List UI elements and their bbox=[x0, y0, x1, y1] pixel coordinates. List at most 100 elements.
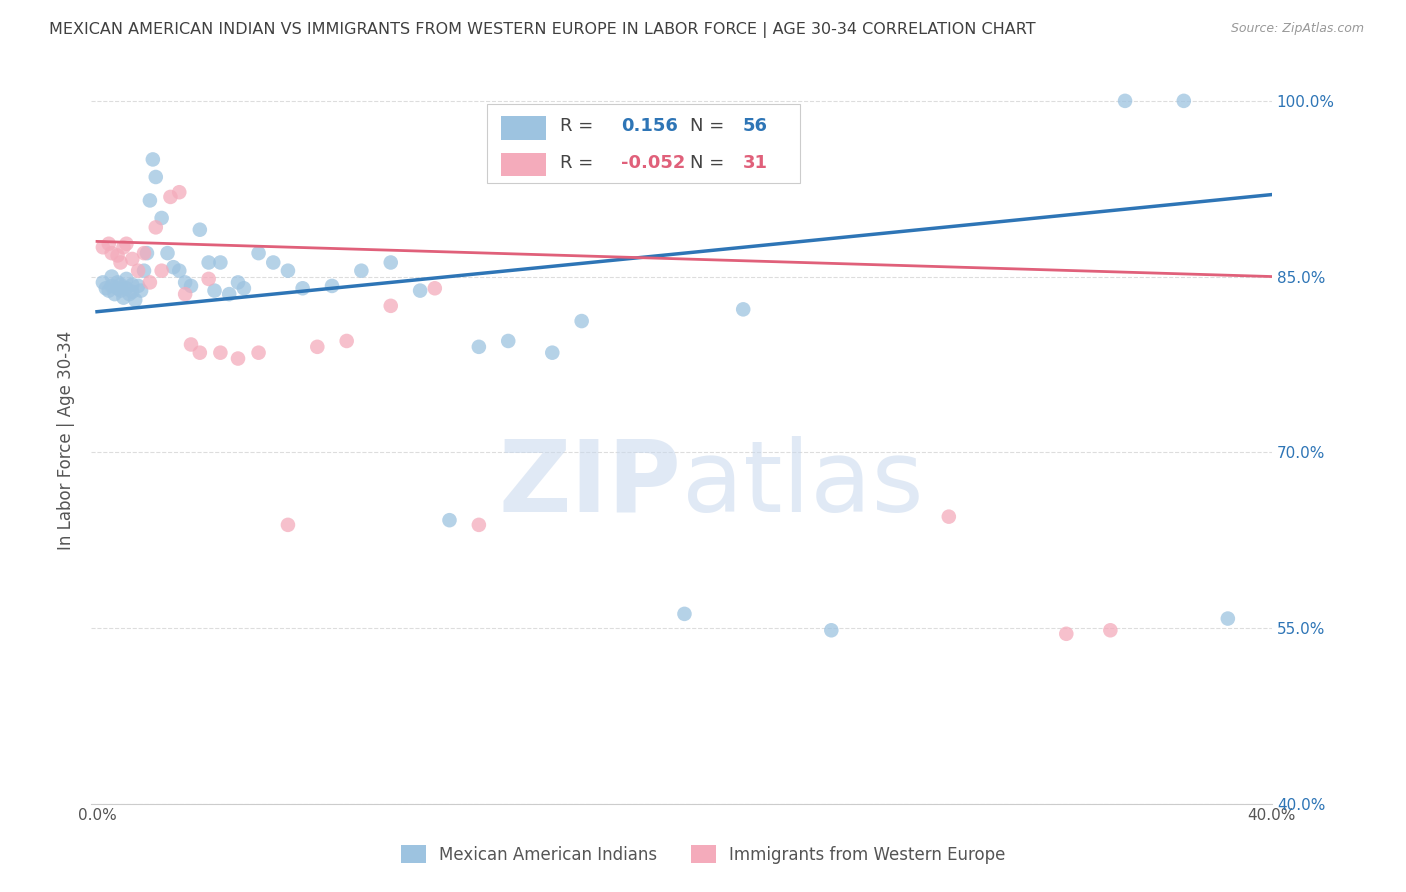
Point bbox=[112, 291, 135, 305]
Point bbox=[132, 263, 155, 277]
Point bbox=[247, 246, 270, 260]
Point bbox=[118, 287, 141, 301]
Point bbox=[159, 190, 181, 204]
Text: R =: R = bbox=[560, 117, 599, 136]
Point bbox=[204, 284, 226, 298]
Point bbox=[121, 277, 143, 292]
Point bbox=[350, 263, 373, 277]
Point bbox=[107, 248, 129, 262]
Point bbox=[174, 287, 197, 301]
Point bbox=[1099, 624, 1122, 638]
Point bbox=[1173, 94, 1195, 108]
Point bbox=[124, 293, 146, 307]
Text: atlas: atlas bbox=[682, 435, 924, 533]
Point bbox=[91, 240, 114, 254]
Point bbox=[110, 255, 132, 269]
Point bbox=[197, 255, 219, 269]
Point bbox=[262, 255, 284, 269]
Point bbox=[100, 279, 122, 293]
Text: N =: N = bbox=[690, 117, 730, 136]
Point bbox=[91, 276, 114, 290]
Point bbox=[97, 236, 120, 251]
Point bbox=[121, 285, 143, 299]
Y-axis label: In Labor Force | Age 30-34: In Labor Force | Age 30-34 bbox=[58, 331, 75, 550]
Point bbox=[94, 281, 117, 295]
Point bbox=[115, 281, 138, 295]
Point bbox=[139, 194, 162, 208]
Point bbox=[127, 263, 149, 277]
Point bbox=[468, 517, 491, 532]
Text: 31: 31 bbox=[742, 154, 768, 172]
Point bbox=[100, 269, 122, 284]
Point bbox=[232, 281, 254, 295]
Point bbox=[188, 345, 211, 359]
Point bbox=[100, 246, 122, 260]
Point bbox=[409, 284, 432, 298]
Point bbox=[142, 153, 165, 167]
Point bbox=[150, 211, 173, 225]
Point bbox=[380, 299, 402, 313]
Point bbox=[673, 607, 696, 621]
Point bbox=[439, 513, 461, 527]
Point bbox=[132, 246, 155, 260]
Point bbox=[156, 246, 179, 260]
Point bbox=[145, 220, 167, 235]
Text: 0.156: 0.156 bbox=[621, 117, 678, 136]
Point bbox=[1216, 611, 1239, 625]
Point bbox=[380, 255, 402, 269]
Point bbox=[115, 236, 138, 251]
Point bbox=[336, 334, 359, 348]
Point bbox=[150, 263, 173, 277]
Point bbox=[169, 185, 191, 199]
Point bbox=[321, 279, 343, 293]
Point bbox=[209, 345, 232, 359]
Point bbox=[226, 351, 249, 366]
Point bbox=[110, 284, 132, 298]
Point bbox=[104, 287, 127, 301]
Point bbox=[188, 223, 211, 237]
Point bbox=[180, 279, 202, 293]
Text: -0.052: -0.052 bbox=[621, 154, 686, 172]
Point bbox=[307, 340, 329, 354]
Bar bbox=[501, 116, 546, 140]
Point bbox=[110, 277, 132, 292]
FancyBboxPatch shape bbox=[486, 104, 800, 183]
Point bbox=[733, 302, 755, 317]
Legend: Mexican American Indians, Immigrants from Western Europe: Mexican American Indians, Immigrants fro… bbox=[394, 838, 1012, 871]
Point bbox=[112, 240, 135, 254]
Point bbox=[247, 345, 270, 359]
Point bbox=[107, 281, 129, 295]
Point bbox=[1114, 94, 1136, 108]
Point bbox=[97, 284, 120, 298]
Point bbox=[209, 255, 232, 269]
Point bbox=[1054, 627, 1077, 641]
Point bbox=[468, 340, 491, 354]
Point bbox=[139, 276, 162, 290]
Point bbox=[496, 334, 519, 348]
Point bbox=[820, 624, 842, 638]
Point bbox=[423, 281, 446, 295]
Text: N =: N = bbox=[690, 154, 730, 172]
Point bbox=[197, 272, 219, 286]
Text: 56: 56 bbox=[742, 117, 768, 136]
Point bbox=[180, 337, 202, 351]
Bar bbox=[501, 153, 546, 177]
Point bbox=[277, 517, 299, 532]
Point bbox=[218, 287, 240, 301]
Point bbox=[162, 260, 184, 275]
Point bbox=[571, 314, 593, 328]
Point bbox=[277, 263, 299, 277]
Point bbox=[174, 276, 197, 290]
Point bbox=[136, 246, 159, 260]
Point bbox=[291, 281, 314, 295]
Point bbox=[145, 169, 167, 184]
Point bbox=[169, 263, 191, 277]
Point bbox=[127, 279, 149, 293]
Point bbox=[938, 509, 960, 524]
Point bbox=[226, 276, 249, 290]
Point bbox=[107, 276, 129, 290]
Text: Source: ZipAtlas.com: Source: ZipAtlas.com bbox=[1230, 22, 1364, 36]
Point bbox=[541, 345, 564, 359]
Point bbox=[115, 272, 138, 286]
Point bbox=[129, 284, 152, 298]
